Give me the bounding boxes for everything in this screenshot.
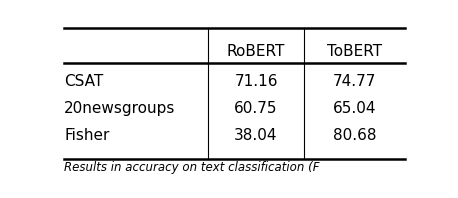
Text: 74.77: 74.77 [333,74,376,89]
Text: CSAT: CSAT [64,74,104,89]
Text: RoBERT: RoBERT [227,44,285,59]
Text: 60.75: 60.75 [234,101,278,116]
Text: Results in accuracy on text classification (F: Results in accuracy on text classificati… [64,161,320,174]
Text: 38.04: 38.04 [234,128,278,143]
Text: 80.68: 80.68 [333,128,376,143]
Text: 65.04: 65.04 [333,101,376,116]
Text: 71.16: 71.16 [234,74,278,89]
Text: ToBERT: ToBERT [327,44,382,59]
Text: 20newsgroups: 20newsgroups [64,101,176,116]
Text: Fisher: Fisher [64,128,110,143]
